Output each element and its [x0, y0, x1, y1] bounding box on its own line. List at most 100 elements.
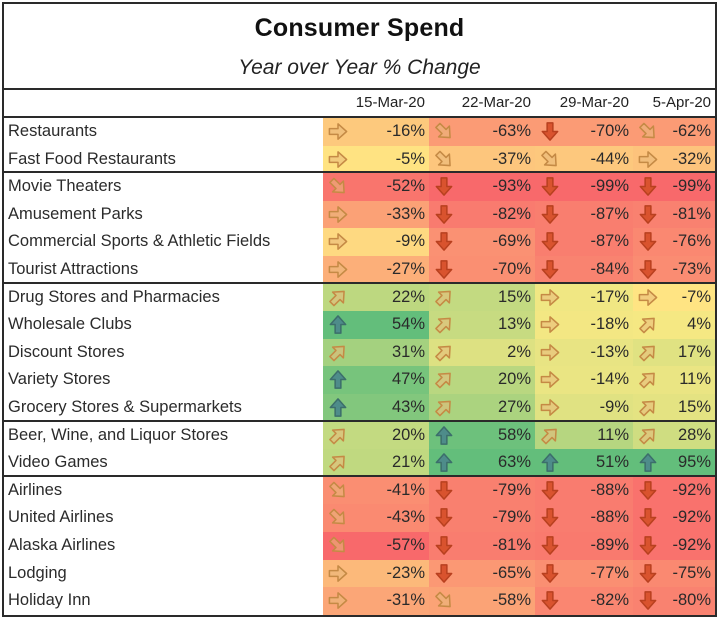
arrow-up-icon [329, 370, 347, 390]
percent-value: -92% [672, 508, 711, 527]
value-cell-15-mar-20: 20% [323, 421, 429, 450]
arrow-up-icon [435, 425, 453, 445]
value-cell-29-mar-20: -77% [535, 559, 633, 588]
percent-value: -17% [590, 287, 629, 306]
arrow-down-icon [639, 232, 657, 252]
value-cell-5-apr-20: 11% [633, 366, 715, 394]
percent-value: 20% [497, 370, 531, 389]
arrow-down-icon [639, 260, 657, 279]
value-cell-15-mar-20: -9% [323, 228, 429, 256]
row-label: Restaurants [8, 122, 97, 140]
column-header-row: 15-Mar-20 22-Mar-20 29-Mar-20 5-Apr-20 [4, 90, 715, 118]
table-row: Wholesale Clubs 54% 13% -18% 4% [4, 311, 715, 339]
value-cell-29-mar-20: -14% [535, 366, 633, 394]
value-cell-15-mar-20: -57% [323, 531, 429, 560]
table-row: Drug Stores and Pharmacies 22% 15% -17% -7% [4, 283, 715, 312]
arrow-down-icon [639, 204, 657, 224]
table-row: Tourist Attractions -27% -70% -84% -73% [4, 255, 715, 284]
value-cell-22-mar-20: -70% [429, 255, 535, 282]
arrow-right-icon [540, 399, 560, 416]
arrow-down-icon [541, 122, 559, 141]
arrow-down-icon [435, 480, 453, 500]
arrow-up-right-icon [639, 373, 655, 389]
percent-value: -7% [681, 287, 711, 306]
arrow-right-icon [328, 261, 348, 278]
arrow-right-icon [540, 371, 560, 389]
arrow-up-right-icon [435, 400, 451, 417]
value-cell-29-mar-20: 51% [535, 449, 633, 475]
arrow-down-icon [435, 177, 453, 197]
value-cell-22-mar-20: 2% [429, 338, 535, 367]
percent-value: 13% [497, 315, 531, 334]
value-cell-29-mar-20: -82% [535, 587, 633, 615]
value-cell-15-mar-20: -16% [323, 118, 429, 146]
value-cell-15-mar-20: 31% [323, 338, 429, 367]
value-cell-29-mar-20: -99% [535, 173, 633, 201]
arrow-down-icon [541, 177, 559, 197]
value-cell-29-mar-20: -13% [535, 338, 633, 367]
arrow-down-right-icon [541, 150, 557, 166]
percent-value: -92% [672, 535, 711, 554]
value-cell-15-mar-20: 21% [323, 449, 429, 475]
percent-value: -37% [492, 149, 531, 168]
row-label: Fast Food Restaurants [8, 149, 176, 168]
table-row: Variety Stores 47% 20% -14% 11% [4, 366, 715, 394]
arrow-down-icon [639, 536, 657, 555]
value-cell-15-mar-20: -52% [323, 173, 429, 201]
percent-value: -70% [590, 122, 629, 140]
value-cell-5-apr-20: 95% [633, 449, 715, 475]
value-cell-29-mar-20: -89% [535, 531, 633, 560]
arrow-down-right-icon [329, 481, 345, 498]
column-header-5-apr-20: 5-Apr-20 [652, 94, 711, 111]
percent-value: -79% [492, 480, 531, 499]
value-cell-5-apr-20: -75% [633, 559, 715, 588]
value-cell-22-mar-20: -37% [429, 145, 535, 172]
table-row: Commercial Sports & Athletic Fields -9% -6… [4, 228, 715, 256]
percent-value: -93% [492, 177, 531, 196]
value-cell-29-mar-20: -87% [535, 200, 633, 229]
value-cell-22-mar-20: -79% [429, 476, 535, 505]
value-cell-29-mar-20: -84% [535, 255, 633, 282]
arrow-right-icon [540, 343, 560, 361]
table-row: Amusement Parks -33% -82% -87% -81% [4, 200, 715, 229]
percent-value: -62% [672, 122, 711, 140]
title-block: Consumer Spend Year over Year % Change [4, 4, 715, 90]
percent-value: -69% [492, 232, 531, 251]
percent-value: -82% [590, 591, 629, 610]
arrow-down-right-icon [435, 591, 451, 608]
arrow-down-icon [541, 508, 559, 528]
percent-value: 95% [677, 453, 711, 472]
table-row: Fast Food Restaurants -5% -37% -44% -32% [4, 145, 715, 174]
arrow-down-icon [541, 232, 559, 252]
percent-value: -18% [590, 315, 629, 334]
value-cell-5-apr-20: -80% [633, 587, 715, 615]
value-cell-22-mar-20: 13% [429, 311, 535, 339]
value-cell-29-mar-20: -18% [535, 311, 633, 339]
value-cell-22-mar-20: -79% [429, 504, 535, 532]
row-label: Commercial Sports & Athletic Fields [8, 232, 271, 251]
value-cell-22-mar-20: -63% [429, 118, 535, 146]
arrow-down-right-icon [435, 150, 451, 166]
percent-value: 63% [497, 453, 531, 472]
row-label: Variety Stores [8, 370, 111, 389]
table-row: Lodging -23% -65% -77% -75% [4, 559, 715, 588]
table-subtitle: Year over Year % Change [238, 56, 481, 79]
percent-value: -14% [590, 370, 629, 389]
percent-value: -99% [590, 177, 629, 196]
arrow-down-icon [639, 563, 657, 583]
table-row: United Airlines -43% -79% -88% -92% [4, 504, 715, 532]
arrow-up-right-icon [639, 317, 655, 334]
arrow-right-icon [328, 123, 348, 140]
row-label: Tourist Attractions [8, 259, 139, 278]
percent-value: -5% [395, 149, 425, 168]
percent-value: 51% [595, 453, 629, 472]
percent-value: -92% [672, 480, 711, 499]
percent-value: -81% [492, 535, 531, 554]
value-cell-15-mar-20: -27% [323, 255, 429, 282]
percent-value: -44% [590, 149, 629, 168]
arrow-up-right-icon [329, 290, 345, 306]
percent-value: 11% [597, 425, 629, 444]
value-cell-29-mar-20: -87% [535, 228, 633, 256]
percent-value: -33% [386, 204, 425, 223]
